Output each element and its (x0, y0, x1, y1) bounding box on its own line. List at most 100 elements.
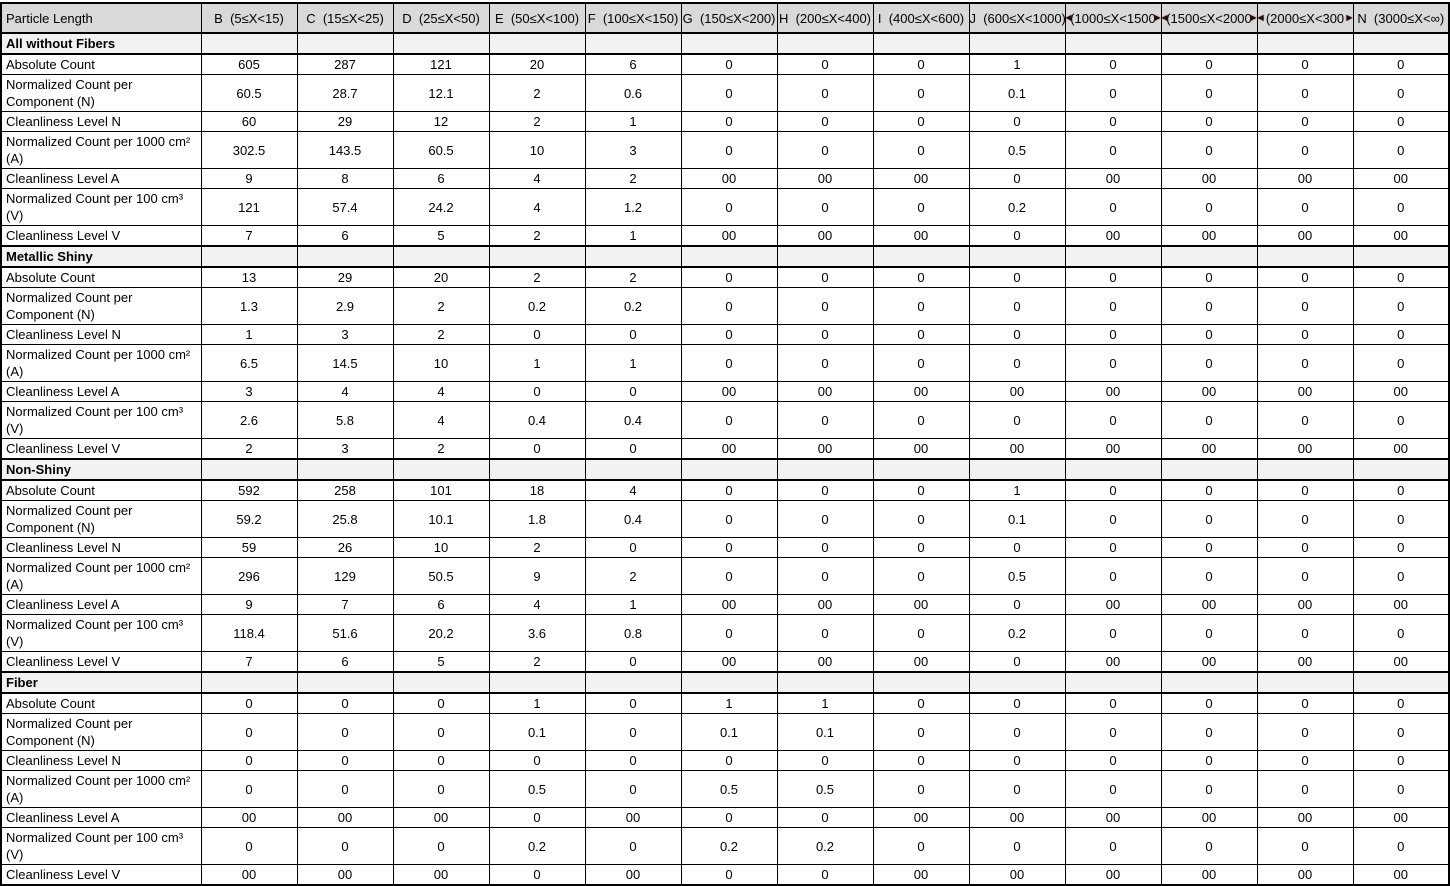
value-cell: 4 (488, 188, 586, 226)
row-label: Cleanliness Level A (0, 168, 202, 189)
value-cell: 0 (1160, 500, 1258, 538)
value-cell: 0 (1064, 537, 1162, 558)
value-cell: 00 (968, 807, 1066, 828)
row-label: Cleanliness Level A (0, 807, 202, 828)
value-cell: 0 (968, 713, 1066, 751)
section-empty-cell (1160, 458, 1258, 481)
text-overflow-right-icon: ▶ (1346, 13, 1353, 22)
value-cell: 00 (776, 381, 874, 402)
section-empty-cell (776, 671, 874, 694)
section-empty-cell (872, 458, 970, 481)
value-cell: 0 (1064, 287, 1162, 325)
value-cell: 0 (776, 344, 874, 382)
value-cell: 0.2 (584, 287, 682, 325)
value-cell: 59 (200, 537, 298, 558)
value-cell: 0 (1256, 537, 1354, 558)
value-cell: 0 (1160, 111, 1258, 132)
value-cell: 2 (392, 287, 490, 325)
row-label: Normalized Count per Component (N) (0, 713, 202, 751)
section-empty-cell (776, 458, 874, 481)
value-cell: 0 (776, 557, 874, 595)
value-cell: 0 (1352, 53, 1450, 75)
value-cell: 14.5 (296, 344, 394, 382)
value-cell: 0 (584, 713, 682, 751)
value-cell: 0 (1064, 692, 1162, 714)
section-empty-cell (968, 458, 1066, 481)
value-cell: 3 (584, 131, 682, 169)
value-cell: 0 (968, 168, 1066, 189)
row-label: Cleanliness Level V (0, 225, 202, 247)
value-cell: 0 (872, 614, 970, 652)
value-cell: 0 (488, 438, 586, 460)
section-row: Non-Shiny (0, 458, 1450, 481)
value-cell: 60.5 (200, 74, 298, 112)
header-row: Particle Length B (5≤X<15) C (15≤X<25) D (2… (0, 2, 1450, 34)
value-cell: 00 (872, 438, 970, 460)
value-cell: 20 (488, 53, 586, 75)
value-cell: 13 (200, 266, 298, 288)
section-empty-cell (296, 671, 394, 694)
value-cell: 29 (296, 266, 394, 288)
value-cell: 25.8 (296, 500, 394, 538)
value-cell: 0.5 (968, 131, 1066, 169)
value-cell: 302.5 (200, 131, 298, 169)
value-cell: 00 (1352, 807, 1450, 828)
section-empty-cell (488, 671, 586, 694)
value-cell: 0 (1352, 188, 1450, 226)
row-label: Absolute Count (0, 53, 202, 75)
value-cell: 0 (1352, 770, 1450, 808)
data-row: Cleanliness Level A 3 4 4 0 0 00 00 00 00 00 00 00 00 (0, 381, 1450, 402)
column-header: ◀ (2000≤X<300 ▶ (1256, 2, 1354, 34)
value-cell: 10.1 (392, 500, 490, 538)
value-cell: 0 (1064, 479, 1162, 501)
value-cell: 0 (1352, 557, 1450, 595)
value-cell: 0 (1064, 131, 1162, 169)
value-cell: 0 (872, 537, 970, 558)
value-cell: 0 (776, 864, 874, 886)
row-label: Cleanliness Level N (0, 750, 202, 771)
value-cell: 00 (1352, 864, 1450, 886)
section-empty-cell (1352, 671, 1450, 694)
value-cell: 0 (776, 537, 874, 558)
value-cell: 0 (1352, 614, 1450, 652)
value-cell: 00 (680, 594, 778, 615)
column-header: E (50≤X<100) (488, 2, 586, 34)
data-row: Absolute Count 0 0 0 1 0 1 1 0 0 0 0 0 0 (0, 692, 1450, 714)
value-cell: 0 (776, 324, 874, 345)
value-cell: 00 (1256, 438, 1354, 460)
data-row: Cleanliness Level V 7 6 5 2 1 00 00 00 0 00 00 00 00 (0, 225, 1450, 247)
value-cell: 0 (1064, 111, 1162, 132)
section-empty-cell (200, 671, 298, 694)
value-cell: 0 (488, 864, 586, 886)
section-title: Fiber (0, 671, 202, 694)
value-cell: 00 (1064, 438, 1162, 460)
value-cell: 0.8 (584, 614, 682, 652)
section-empty-cell (584, 245, 682, 268)
value-cell: 0 (680, 479, 778, 501)
value-cell: 0 (1256, 713, 1354, 751)
value-cell: 00 (680, 168, 778, 189)
row-label: Absolute Count (0, 266, 202, 288)
value-cell: 2 (392, 438, 490, 460)
value-cell: 00 (1160, 381, 1258, 402)
value-cell: 0 (776, 188, 874, 226)
value-cell: 296 (200, 557, 298, 595)
value-cell: 20 (392, 266, 490, 288)
value-cell: 4 (488, 594, 586, 615)
value-cell: 0 (488, 324, 586, 345)
value-cell: 3.6 (488, 614, 586, 652)
value-cell: 0 (1160, 770, 1258, 808)
data-row: Cleanliness Level A 00 00 00 0 00 0 0 00 00 00 00 00… (0, 807, 1450, 828)
value-cell: 121 (392, 53, 490, 75)
row-label: Cleanliness Level V (0, 438, 202, 460)
value-cell: 101 (392, 479, 490, 501)
value-cell: 0 (1064, 500, 1162, 538)
value-cell: 0 (680, 53, 778, 75)
value-cell: 0 (1256, 557, 1354, 595)
value-cell: 0 (872, 500, 970, 538)
data-row: Normalized Count per 1000 cm² (A) 296 129 5… (0, 557, 1450, 595)
value-cell: 0 (776, 614, 874, 652)
section-empty-cell (1352, 32, 1450, 55)
